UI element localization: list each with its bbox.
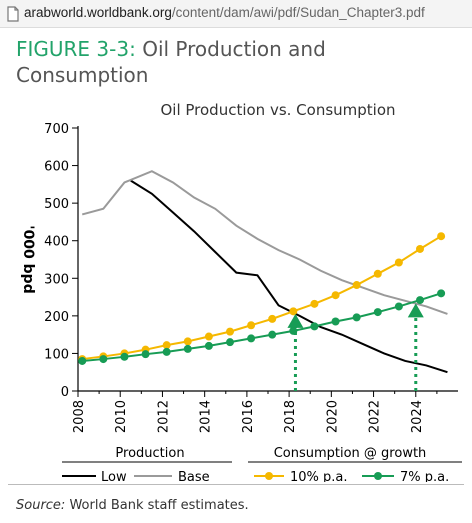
y-tick-label: 0 bbox=[61, 385, 69, 400]
legend-label: Low bbox=[101, 470, 127, 482]
url-path: /content/dam/awi/pdf/Sudan_Chapter3.pdf bbox=[171, 5, 425, 20]
url-host: arabworld.worldbank.org bbox=[24, 5, 172, 20]
legend-group-title: Consumption @ growth bbox=[274, 446, 427, 461]
legend-marker-10pct bbox=[265, 472, 273, 480]
data-point-7-p-a bbox=[352, 313, 361, 322]
legend-marker-7pct bbox=[374, 472, 382, 480]
figure-title: FIGURE 3-3: Oil Production and Consumpti… bbox=[16, 36, 456, 88]
data-point-7-p-a bbox=[373, 308, 382, 317]
arrow-head bbox=[407, 303, 424, 318]
y-tick-label: 400 bbox=[44, 235, 69, 250]
data-point-10-p-a bbox=[162, 341, 171, 350]
legend-group-title: Production bbox=[115, 446, 184, 461]
data-point-7-p-a bbox=[141, 350, 150, 359]
x-tick-label: 2018 bbox=[283, 400, 298, 433]
data-point-10-p-a bbox=[373, 269, 382, 278]
x-tick-label: 2020 bbox=[325, 400, 340, 433]
data-point-10-p-a bbox=[289, 307, 298, 316]
source-note: Source: World Bank staff estimates. bbox=[16, 498, 249, 513]
data-point-7-p-a bbox=[78, 356, 87, 365]
data-point-7-p-a bbox=[99, 355, 108, 364]
x-tick-label: 2012 bbox=[156, 400, 171, 433]
data-point-7-p-a bbox=[120, 352, 129, 361]
data-point-10-p-a bbox=[268, 314, 277, 323]
data-point-7-p-a bbox=[162, 347, 171, 356]
data-point-10-p-a bbox=[437, 232, 446, 241]
y-tick-label: 100 bbox=[44, 347, 69, 362]
data-point-10-p-a bbox=[226, 327, 234, 336]
browser-address-bar[interactable]: arabworld.worldbank.org/content/dam/awi/… bbox=[0, 0, 472, 28]
oil-chart: Oil Production vs. Consumption 0 100 200 300… bbox=[20, 101, 462, 482]
data-point-7-p-a bbox=[331, 317, 340, 326]
y-tick-label: 600 bbox=[44, 160, 69, 175]
data-point-10-p-a bbox=[183, 337, 192, 346]
data-point-10-p-a bbox=[394, 258, 403, 267]
x-tick-label: 2010 bbox=[114, 400, 129, 433]
data-point-10-p-a bbox=[247, 321, 256, 330]
data-point-10-p-a bbox=[416, 244, 424, 253]
series-line-10-p-a bbox=[82, 235, 442, 361]
chart-title: Oil Production vs. Consumption bbox=[160, 101, 395, 119]
data-point-7-p-a bbox=[394, 302, 403, 311]
source-text: World Bank staff estimates. bbox=[69, 498, 249, 513]
data-point-7-p-a bbox=[310, 322, 319, 331]
data-point-7-p-a bbox=[226, 338, 234, 347]
legend-label: 10% p.a. bbox=[290, 470, 348, 482]
source-label: Source: bbox=[16, 498, 66, 513]
series-line-base bbox=[81, 170, 448, 315]
data-point-10-p-a bbox=[310, 299, 319, 308]
x-tick-label: 2024 bbox=[410, 400, 425, 433]
arrow-head bbox=[287, 313, 304, 328]
y-tick-label: 700 bbox=[44, 122, 69, 137]
data-point-7-p-a bbox=[183, 344, 192, 353]
data-point-7-p-a bbox=[268, 330, 277, 339]
y-tick-label: 200 bbox=[44, 310, 69, 325]
data-point-10-p-a bbox=[352, 281, 361, 290]
y-axis-label: '000 bpd bbox=[20, 225, 36, 293]
divider bbox=[8, 484, 464, 485]
x-tick-label: 2008 bbox=[72, 400, 87, 433]
y-tick-label: 300 bbox=[44, 272, 69, 287]
x-tick-label: 2016 bbox=[241, 400, 256, 433]
data-point-7-p-a bbox=[437, 289, 446, 298]
data-point-10-p-a bbox=[204, 332, 213, 341]
data-point-10-p-a bbox=[331, 291, 340, 300]
x-tick-label: 2014 bbox=[199, 400, 214, 433]
url-text[interactable]: arabworld.worldbank.org/content/dam/awi/… bbox=[24, 5, 425, 20]
figure-number: FIGURE 3-3: bbox=[16, 37, 136, 61]
data-point-7-p-a bbox=[416, 296, 424, 305]
data-point-7-p-a bbox=[247, 334, 256, 343]
series-line-low bbox=[130, 179, 448, 374]
x-tick-label: 2022 bbox=[368, 400, 383, 433]
data-point-7-p-a bbox=[204, 341, 213, 350]
legend-label: 7% p.a. bbox=[400, 470, 449, 482]
figure-title-line2: Consumption bbox=[16, 63, 149, 87]
pdf-document-icon bbox=[7, 6, 19, 22]
y-tick-label: 500 bbox=[44, 197, 69, 212]
figure-title-line1: Oil Production and bbox=[142, 37, 326, 61]
legend-label: Base bbox=[178, 470, 210, 482]
